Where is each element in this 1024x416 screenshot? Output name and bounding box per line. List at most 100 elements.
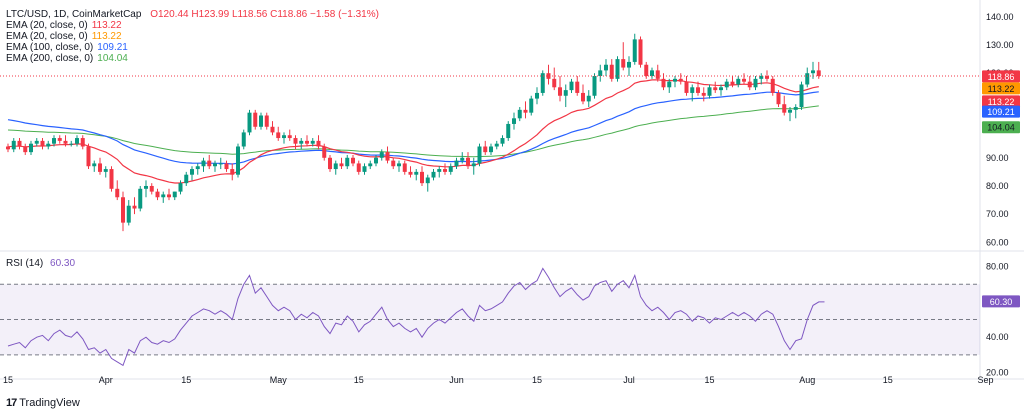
legend-ema-3[interactable]: EMA (100, close, 0) 109.21 — [6, 42, 379, 53]
legend-label: EMA (100, close, 0) — [6, 42, 94, 53]
candle-body — [126, 205, 131, 223]
candle-body — [75, 138, 79, 144]
candle-body — [494, 143, 499, 147]
candle-body — [627, 61, 631, 68]
ohlc-row: LTC/USD, 1D, CoinMarketCap O120.44 H123.… — [6, 9, 379, 20]
candle-body — [316, 140, 321, 147]
candle-body — [661, 78, 666, 88]
candle-body — [310, 140, 315, 144]
candle-body — [575, 81, 580, 93]
candle-body — [655, 70, 660, 79]
candle-body — [667, 81, 672, 88]
legend-value: 113.22 — [91, 20, 122, 31]
candle-body — [6, 146, 10, 150]
high-value: H123.99 — [191, 9, 230, 20]
candle-body — [385, 152, 390, 161]
candle-body — [759, 76, 764, 79]
candle-body — [489, 146, 493, 153]
candle-body — [167, 194, 171, 198]
candle-body — [259, 115, 263, 127]
candle-body — [184, 174, 189, 184]
candle-body — [558, 87, 562, 96]
price-tick-label: 130.00 — [986, 40, 1014, 50]
price-badge — [982, 82, 1020, 95]
candle-body — [471, 163, 476, 167]
legend-ema-1[interactable]: EMA (20, close, 0) 113.22 — [6, 20, 379, 31]
price-badge — [982, 105, 1020, 118]
candle-body — [448, 166, 453, 172]
rsi-legend[interactable]: RSI (14) 60.30 — [6, 258, 75, 269]
candle-body — [80, 138, 85, 147]
candle-body — [724, 81, 729, 88]
candle-body — [454, 160, 459, 167]
price-badge-label: 118.86 — [988, 72, 1015, 82]
candle-body — [351, 157, 355, 164]
candle-body — [604, 64, 608, 71]
price-badge-label: 113.22 — [988, 97, 1015, 107]
rsi-tick-label: 80.00 — [986, 262, 1009, 272]
time-tick-label: 15 — [532, 375, 542, 385]
price-tick-label: 140.00 — [986, 12, 1014, 22]
candle-body — [155, 191, 160, 198]
candle-body — [63, 140, 68, 144]
candle-body — [328, 157, 332, 170]
candle-body — [149, 185, 154, 192]
time-tick-label: Jul — [623, 375, 635, 385]
candle-body — [678, 78, 683, 82]
price-badge-label: 109.21 — [987, 107, 1015, 117]
price-tick-label: 80.00 — [986, 181, 1009, 191]
candle-body — [333, 163, 338, 170]
time-tick-label: May — [270, 375, 288, 385]
candle-body — [224, 163, 229, 170]
candle-body — [356, 163, 361, 172]
low-value: L118.56 — [231, 9, 268, 20]
price-tick-label: 90.00 — [986, 153, 1009, 163]
ema-200-line — [7, 105, 819, 158]
candle-body — [632, 39, 637, 62]
candle-body — [788, 109, 792, 113]
candle-body — [86, 146, 91, 167]
candle-body — [132, 205, 137, 209]
candle-body — [52, 138, 56, 144]
candle-body — [397, 163, 401, 167]
time-tick-label: 15 — [883, 375, 893, 385]
candle-body — [431, 171, 436, 178]
candle-body — [69, 143, 74, 145]
candle-body — [765, 76, 769, 79]
candle-body — [362, 166, 367, 172]
rsi-label: RSI (14) — [6, 258, 44, 269]
candle-body — [172, 191, 177, 198]
candle-body — [673, 78, 677, 82]
candle-body — [138, 188, 143, 209]
candle-body — [391, 160, 396, 167]
candle-body — [782, 104, 787, 113]
rsi-line — [7, 267, 825, 367]
candle-body — [529, 98, 534, 113]
tradingview-brand[interactable]: 17 TradingView — [6, 397, 80, 409]
candle-body — [684, 81, 689, 93]
candle-body — [374, 157, 378, 164]
price-badge — [982, 121, 1020, 134]
candle-body — [540, 73, 545, 93]
candle-body — [305, 140, 309, 144]
symbol-label[interactable]: LTC/USD, 1D, CoinMarketCap — [6, 9, 142, 20]
candle-body — [466, 157, 470, 167]
legend-ema-4[interactable]: EMA (200, close, 0) 104.04 — [6, 53, 379, 64]
legend-ema-2[interactable]: EMA (20, close, 0) 113.22 — [6, 31, 379, 42]
candle-body — [241, 132, 246, 147]
candle-body — [287, 135, 292, 139]
candle-body — [11, 140, 16, 150]
candle-body — [190, 169, 194, 175]
candle-body — [98, 163, 102, 172]
candle-body — [592, 76, 597, 96]
price-badge-label: 113.22 — [988, 84, 1015, 94]
candle-body — [293, 138, 298, 144]
candle-body — [644, 64, 649, 77]
candle-body — [805, 73, 810, 85]
candle-body — [460, 157, 465, 161]
rsi-badge-label: 60.30 — [990, 297, 1013, 307]
time-tick-label: 15 — [3, 375, 13, 385]
candle-body — [483, 146, 488, 153]
candle-body — [477, 146, 482, 164]
